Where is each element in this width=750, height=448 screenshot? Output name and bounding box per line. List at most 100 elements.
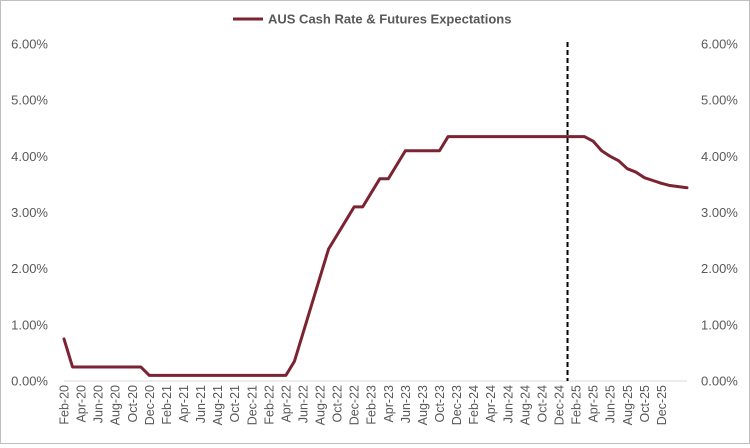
x-tick-label: Aug-20 <box>109 385 123 425</box>
y-tick-label-right: 5.00% <box>701 93 738 108</box>
data-point <box>336 233 339 236</box>
data-point <box>80 365 83 368</box>
y-tick-label-left: 1.00% <box>11 317 48 332</box>
data-point <box>643 176 646 179</box>
data-point <box>557 135 560 138</box>
data-point <box>208 374 211 377</box>
data-point <box>387 177 390 180</box>
data-point <box>182 374 185 377</box>
x-tick-label: Dec-24 <box>552 385 566 425</box>
data-point <box>71 365 74 368</box>
data-point <box>634 171 637 174</box>
data-point <box>412 149 415 152</box>
data-point <box>395 163 398 166</box>
legend: AUS Cash Rate & Futures Expectations <box>233 12 511 27</box>
x-tick-label: Apr-21 <box>177 385 191 423</box>
x-tick-label: Oct-22 <box>331 385 345 423</box>
x-tick-label: Dec-20 <box>143 385 157 425</box>
x-tick-label: Oct-24 <box>535 385 549 423</box>
data-point <box>447 135 450 138</box>
data-point <box>609 155 612 158</box>
y-tick-label-right: 0.00% <box>701 374 738 389</box>
data-point <box>626 167 629 170</box>
y-tick-label-left: 0.00% <box>11 374 48 389</box>
x-tick-label: Oct-21 <box>228 385 242 423</box>
data-point <box>97 365 100 368</box>
data-point <box>284 374 287 377</box>
x-tick-label: Aug-22 <box>314 385 328 425</box>
data-point <box>677 185 680 188</box>
data-point <box>660 182 663 185</box>
data-point <box>293 360 296 363</box>
data-point <box>63 337 66 340</box>
y-tick-label-right: 3.00% <box>701 205 738 220</box>
x-tick-label: Jun-21 <box>194 385 208 423</box>
data-point <box>489 135 492 138</box>
x-tick-label: Feb-25 <box>570 385 584 425</box>
x-tick-label: Feb-21 <box>160 385 174 425</box>
data-point <box>319 276 322 279</box>
x-tick-label: Apr-24 <box>484 385 498 423</box>
data-point <box>506 135 509 138</box>
x-tick-label: Apr-25 <box>587 385 601 423</box>
x-tick-label: Dec-23 <box>450 385 464 425</box>
data-point <box>250 374 253 377</box>
x-tick-label: Feb-23 <box>365 385 379 425</box>
data-point <box>216 374 219 377</box>
data-point <box>131 365 134 368</box>
data-point <box>327 248 330 251</box>
y-tick-label-left: 2.00% <box>11 261 48 276</box>
data-point <box>523 135 526 138</box>
y-axis-left: 0.00% 1.00% 2.00% 3.00% 4.00% 5.00% 6.00% <box>11 37 48 389</box>
data-point <box>455 135 458 138</box>
x-tick-label: Jun-25 <box>604 385 618 423</box>
data-point <box>566 135 569 138</box>
data-point <box>592 140 595 143</box>
data-point <box>549 135 552 138</box>
y-tick-label-right: 1.00% <box>701 317 738 332</box>
data-point <box>540 135 543 138</box>
data-point <box>242 374 245 377</box>
data-point <box>353 205 356 208</box>
data-point <box>88 365 91 368</box>
y-tick-label-left: 6.00% <box>11 37 48 52</box>
data-point <box>429 149 432 152</box>
data-point <box>464 135 467 138</box>
x-tick-label: Jun-20 <box>92 385 106 423</box>
data-point <box>199 374 202 377</box>
data-point <box>191 374 194 377</box>
x-tick-label: Jun-22 <box>296 385 310 423</box>
y-tick-label-left: 5.00% <box>11 93 48 108</box>
x-tick-label: Dec-21 <box>245 385 259 425</box>
x-tick-label: Aug-23 <box>416 385 430 425</box>
data-point <box>301 332 304 335</box>
x-tick-label: Apr-23 <box>382 385 396 423</box>
data-point <box>583 135 586 138</box>
data-point <box>617 159 620 162</box>
x-tick-label: Apr-20 <box>75 385 89 423</box>
y-tick-label-right: 4.00% <box>701 149 738 164</box>
plot-area <box>62 42 689 381</box>
y-tick-label-left: 4.00% <box>11 149 48 164</box>
data-point <box>472 135 475 138</box>
data-point <box>165 374 168 377</box>
data-point <box>173 374 176 377</box>
y-axis-right: 0.00% 1.00% 2.00% 3.00% 4.00% 5.00% 6.00% <box>701 37 738 389</box>
data-point <box>148 374 151 377</box>
y-tick-label-right: 2.00% <box>701 261 738 276</box>
y-tick-label-left: 3.00% <box>11 205 48 220</box>
x-tick-label: Feb-20 <box>58 385 72 425</box>
data-point <box>481 135 484 138</box>
data-point <box>575 135 578 138</box>
data-point <box>344 219 347 222</box>
data-point <box>122 365 125 368</box>
data-point <box>233 374 236 377</box>
data-point <box>532 135 535 138</box>
data-point <box>267 374 270 377</box>
data-point <box>600 149 603 152</box>
data-point <box>225 374 228 377</box>
data-point <box>105 365 108 368</box>
x-tick-label: Dec-22 <box>348 385 362 425</box>
